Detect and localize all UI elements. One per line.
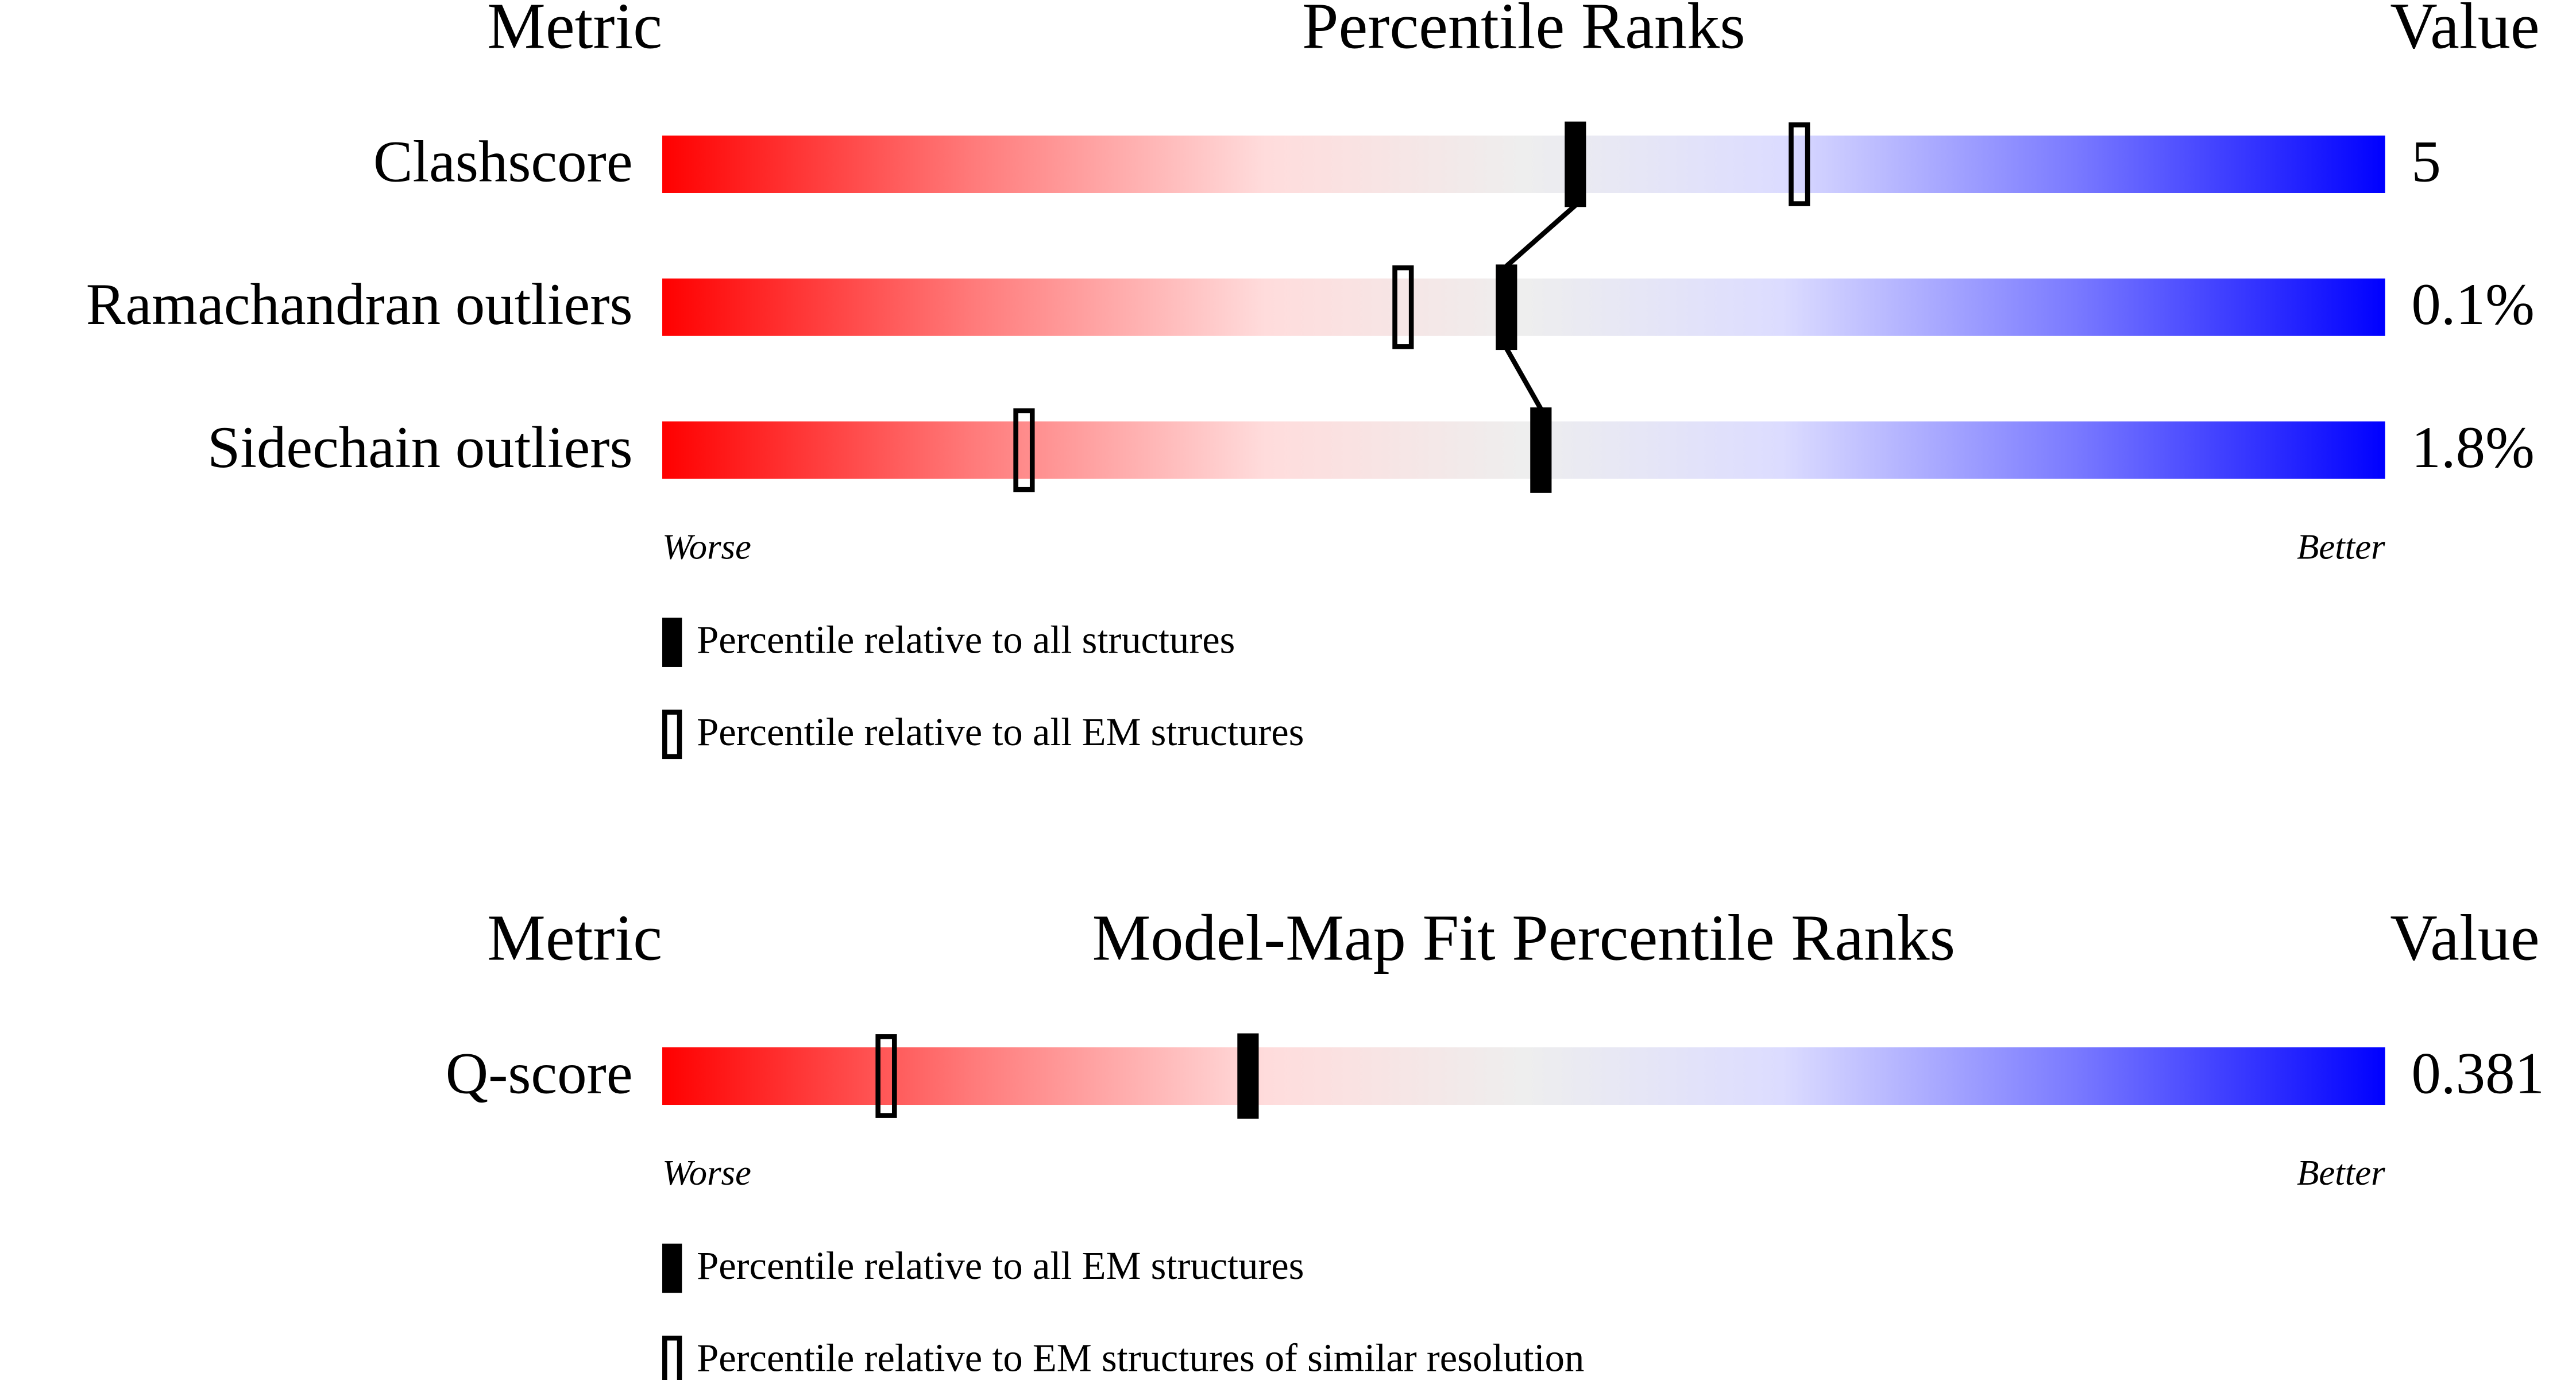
metric-value: 0.1% bbox=[2411, 272, 2534, 337]
legend-swatch bbox=[662, 1335, 682, 1380]
marker-filled bbox=[1237, 1033, 1259, 1119]
legend-swatch bbox=[662, 710, 682, 760]
metric-header: Metric bbox=[487, 901, 662, 974]
metric-label: Clashscore bbox=[373, 129, 633, 194]
scale-bar bbox=[662, 278, 2385, 336]
value-header: Value bbox=[2390, 0, 2539, 62]
better-label: Better bbox=[2297, 526, 2385, 566]
legend-label: Percentile relative to EM structures of … bbox=[697, 1336, 1584, 1379]
scale-bar bbox=[662, 135, 2385, 193]
marker-filled bbox=[1496, 264, 1517, 350]
metric-value: 0.381 bbox=[2411, 1040, 2544, 1106]
legend-label: Percentile relative to all structures bbox=[697, 618, 1235, 662]
worse-label: Worse bbox=[662, 526, 751, 566]
metric-header: Metric bbox=[487, 0, 662, 62]
marker-hollow bbox=[875, 1034, 897, 1118]
metric-value: 1.8% bbox=[2411, 415, 2534, 480]
scale-bar bbox=[662, 421, 2385, 479]
worse-label: Worse bbox=[662, 1152, 751, 1193]
legend-swatch bbox=[662, 1243, 682, 1293]
metric-label: Q-score bbox=[446, 1040, 633, 1106]
value-header: Value bbox=[2390, 901, 2539, 974]
marker-hollow bbox=[1013, 408, 1035, 492]
connector bbox=[1505, 203, 1577, 268]
panel-title: Percentile Ranks bbox=[1302, 0, 1745, 62]
marker-filled bbox=[1565, 121, 1586, 207]
legend-swatch bbox=[662, 618, 682, 667]
legend-label: Percentile relative to all EM structures bbox=[697, 1244, 1304, 1288]
metric-label: Sidechain outliers bbox=[207, 415, 632, 480]
better-label: Better bbox=[2297, 1152, 2385, 1193]
panel-title: Model-Map Fit Percentile Ranks bbox=[1092, 901, 1956, 974]
connector bbox=[1504, 347, 1543, 411]
marker-hollow bbox=[1392, 265, 1414, 349]
marker-filled bbox=[1530, 407, 1552, 493]
metric-label: Ramachandran outliers bbox=[86, 272, 633, 337]
scale-bar bbox=[662, 1047, 2385, 1105]
metric-value: 5 bbox=[2411, 129, 2440, 194]
legend-label: Percentile relative to all EM structures bbox=[697, 710, 1304, 754]
marker-hollow bbox=[1789, 122, 1810, 206]
